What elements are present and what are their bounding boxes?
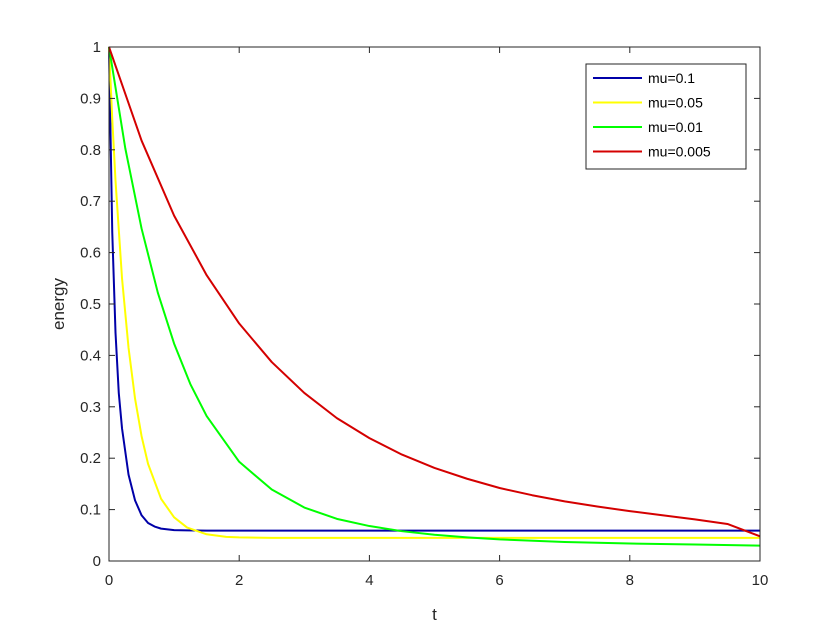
y-axis-label: energy xyxy=(49,278,68,330)
y-tick-label: 1 xyxy=(93,39,101,56)
x-tick-label: 2 xyxy=(235,572,243,589)
y-tick-label: 0 xyxy=(93,553,101,570)
y-tick-label: 0.7 xyxy=(80,193,101,210)
y-tick-label: 0.1 xyxy=(80,502,101,519)
legend-label: mu=0.05 xyxy=(648,95,703,111)
x-tick-label: 8 xyxy=(626,572,634,589)
legend-label: mu=0.1 xyxy=(648,70,695,86)
x-tick-label: 6 xyxy=(495,572,503,589)
x-tick-label: 0 xyxy=(105,572,113,589)
y-tick-label: 0.3 xyxy=(80,399,101,416)
y-tick-label: 0.8 xyxy=(80,142,101,159)
plot-series-group xyxy=(108,46,761,547)
legend-label: mu=0.01 xyxy=(648,119,703,135)
y-axis: 0 0.1 0.2 0.3 0.4 0.5 0.6 0.7 0.8 0.9 1 xyxy=(80,39,760,570)
y-tick-label: 0.4 xyxy=(80,347,101,364)
series-line-2 xyxy=(108,46,760,539)
y-tick-label: 0.6 xyxy=(80,245,101,262)
legend: mu=0.1 mu=0.05 mu=0.01 mu=0.005 xyxy=(585,63,747,170)
y-tick-label: 0.5 xyxy=(80,296,101,313)
series-line-4 xyxy=(108,46,761,538)
y-tick-label: 0.2 xyxy=(80,450,101,467)
x-tick-label: 4 xyxy=(365,572,373,589)
x-tick-label: 10 xyxy=(752,572,769,589)
x-axis-label: t xyxy=(432,605,437,624)
series-line-1 xyxy=(108,46,760,532)
series-line-3 xyxy=(108,46,761,547)
x-axis: 0 2 4 6 8 10 xyxy=(105,47,769,589)
legend-label: mu=0.005 xyxy=(648,144,711,160)
y-tick-label: 0.9 xyxy=(80,90,101,107)
